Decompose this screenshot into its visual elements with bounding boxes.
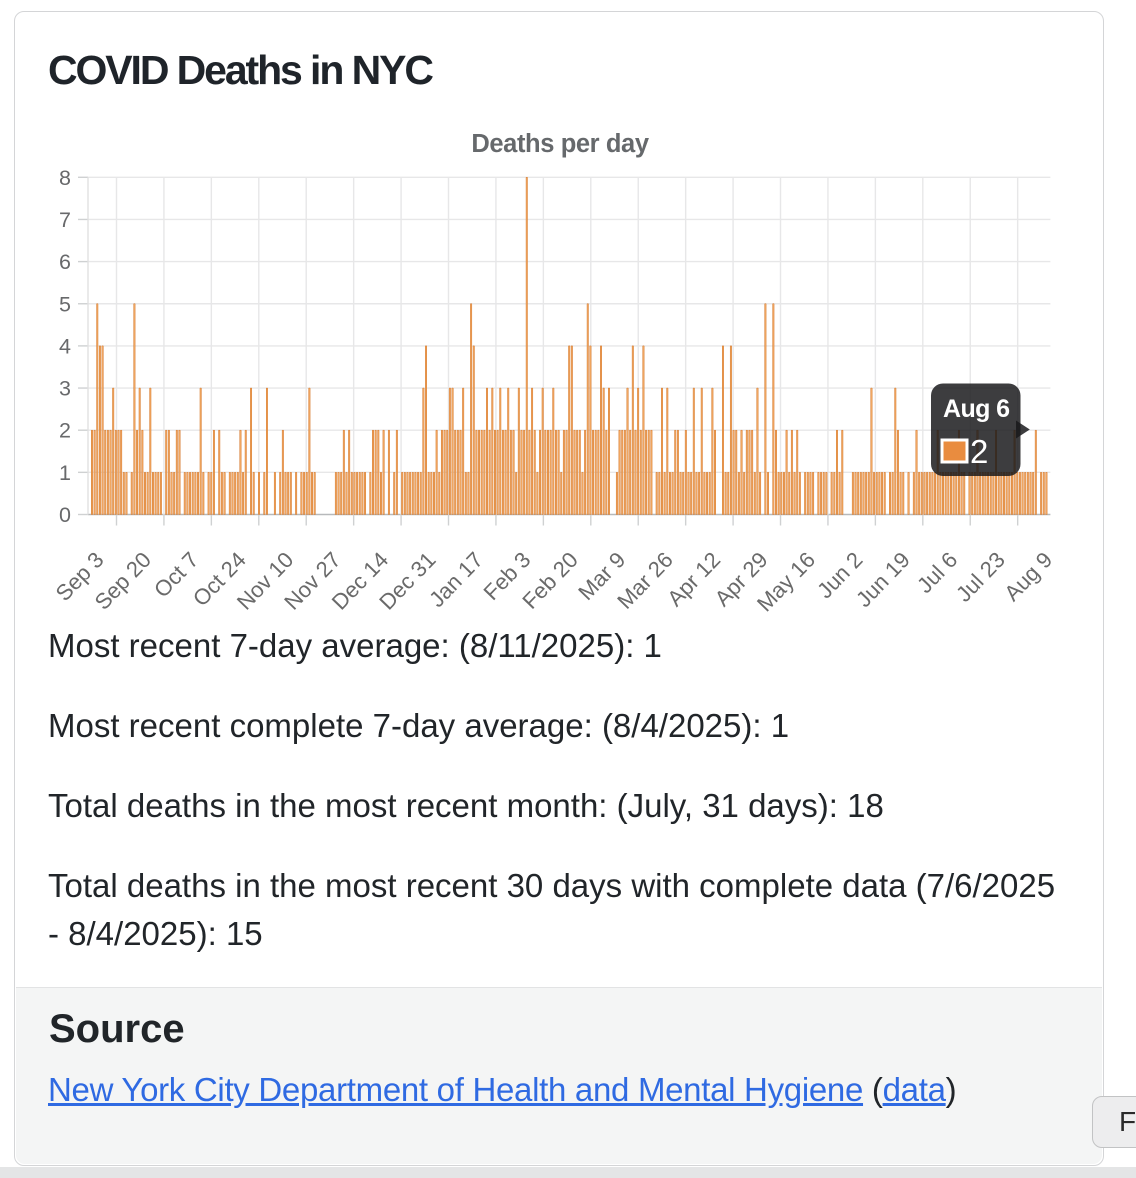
svg-text:8: 8 bbox=[59, 166, 71, 190]
svg-text:Jan 17: Jan 17 bbox=[424, 547, 488, 612]
svg-text:4: 4 bbox=[59, 334, 71, 358]
svg-text:Aug 6: Aug 6 bbox=[943, 395, 1009, 423]
svg-text:1: 1 bbox=[59, 461, 71, 485]
svg-text:Apr 12: Apr 12 bbox=[662, 547, 725, 611]
svg-text:5: 5 bbox=[59, 292, 71, 316]
svg-text:Jul 23: Jul 23 bbox=[951, 547, 1010, 607]
svg-text:0: 0 bbox=[59, 503, 71, 527]
svg-text:Jun 19: Jun 19 bbox=[851, 547, 915, 612]
svg-text:Deaths per day: Deaths per day bbox=[471, 130, 649, 158]
svg-text:Aug 9: Aug 9 bbox=[999, 547, 1057, 606]
svg-text:6: 6 bbox=[59, 250, 71, 274]
svg-text:2: 2 bbox=[970, 433, 988, 470]
svg-text:2: 2 bbox=[59, 419, 71, 443]
svg-text:3: 3 bbox=[59, 377, 71, 401]
svg-text:7: 7 bbox=[59, 208, 71, 232]
